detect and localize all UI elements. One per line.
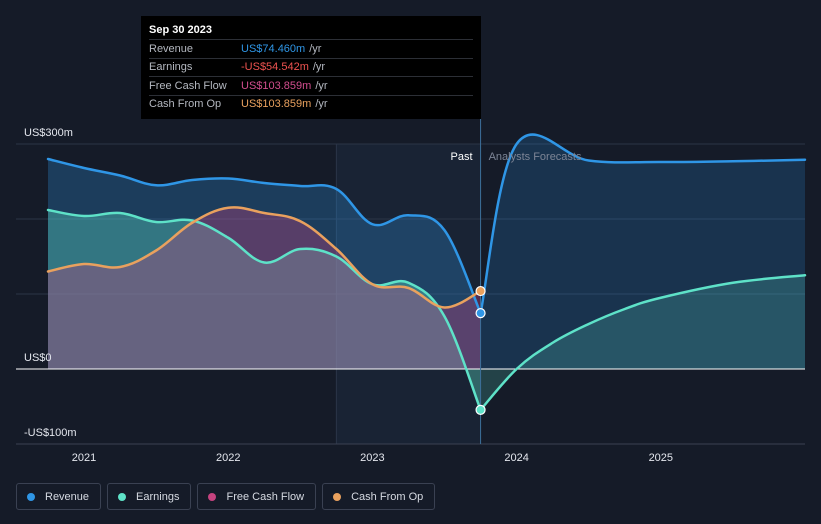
tooltip-row-cash-from-op: Cash From Op US$103.859m /yr <box>149 94 473 114</box>
series-line <box>46 157 482 315</box>
tooltip-unit: /yr <box>315 98 328 111</box>
series-fill-free-cash-flow <box>48 207 481 369</box>
chart-legend: Revenue Earnings Free Cash Flow Cash Fro… <box>16 483 436 510</box>
tooltip-value: US$103.859m <box>241 79 312 92</box>
legend-item-cash-from-op[interactable]: Cash From Op <box>322 483 436 510</box>
series-fill-earnings-forecast <box>480 275 805 410</box>
series-line <box>479 274 807 412</box>
x-tick-label: 2022 <box>216 452 240 464</box>
x-tick-label: 2023 <box>360 452 384 464</box>
tooltip-label: Revenue <box>149 42 194 55</box>
series-line <box>479 133 807 315</box>
series-fill-revenue-forecast <box>480 134 805 369</box>
tooltip-label: Cash From Op <box>149 98 222 111</box>
tooltip-unit: /yr <box>312 61 326 74</box>
legend-item-free-cash-flow[interactable]: Free Cash Flow <box>197 483 317 510</box>
marker-revenue <box>475 308 486 319</box>
forecast-label: Analysts Forecasts <box>489 151 582 163</box>
tooltip-date: Sep 30 2023 <box>149 24 212 36</box>
x-tick-label: 2024 <box>504 452 528 464</box>
legend-label: Revenue <box>45 490 90 503</box>
series-fill-revenue <box>48 159 481 369</box>
tooltip-row-earnings: Earnings -US$54.542m /yr <box>149 57 473 77</box>
tooltip-value: -US$54.542m <box>241 61 309 74</box>
series-cash-from-op <box>46 206 482 309</box>
y-tick-label: -US$100m <box>24 427 77 439</box>
legend-dot-icon <box>208 492 217 501</box>
series-line <box>46 208 482 412</box>
x-tick-label: 2021 <box>72 452 96 464</box>
y-tick-label: US$0 <box>24 352 52 364</box>
tooltip-unit: /yr <box>315 79 328 92</box>
series-revenue <box>46 157 482 315</box>
legend-label: Earnings <box>136 490 180 503</box>
marker-cash-from-op <box>475 285 486 297</box>
tooltip-value: US$74.460m <box>241 42 306 55</box>
y-tick-label: US$300m <box>24 127 73 139</box>
past-label: Past <box>451 151 473 163</box>
legend-dot-icon <box>27 492 35 501</box>
tooltip-row-revenue: Revenue US$74.460m /yr <box>149 39 473 58</box>
tooltip-unit: /yr <box>309 42 322 55</box>
tooltip-label: Free Cash Flow <box>149 79 227 92</box>
legend-label: Free Cash Flow <box>226 490 305 503</box>
x-tick-label: 2025 <box>649 452 673 464</box>
series-earnings <box>46 208 482 412</box>
marker-earnings <box>475 404 486 415</box>
tooltip-row-free-cash-flow: Free Cash Flow US$103.859m /yr <box>149 76 473 95</box>
legend-item-earnings[interactable]: Earnings <box>107 483 192 510</box>
legend-label: Cash From Op <box>351 490 424 503</box>
series-fill-earnings <box>48 210 481 410</box>
series-revenue-forecast <box>479 133 807 315</box>
chart-tooltip: Sep 30 2023 Revenue US$74.460m /yr Earni… <box>141 16 481 119</box>
legend-dot-icon <box>118 492 127 501</box>
legend-item-revenue[interactable]: Revenue <box>16 483 102 510</box>
series-line <box>46 206 482 309</box>
tooltip-value: US$103.859m <box>241 98 312 111</box>
series-earnings-forecast <box>479 274 807 412</box>
tooltip-label: Earnings <box>149 61 193 74</box>
legend-dot-icon <box>333 492 342 501</box>
